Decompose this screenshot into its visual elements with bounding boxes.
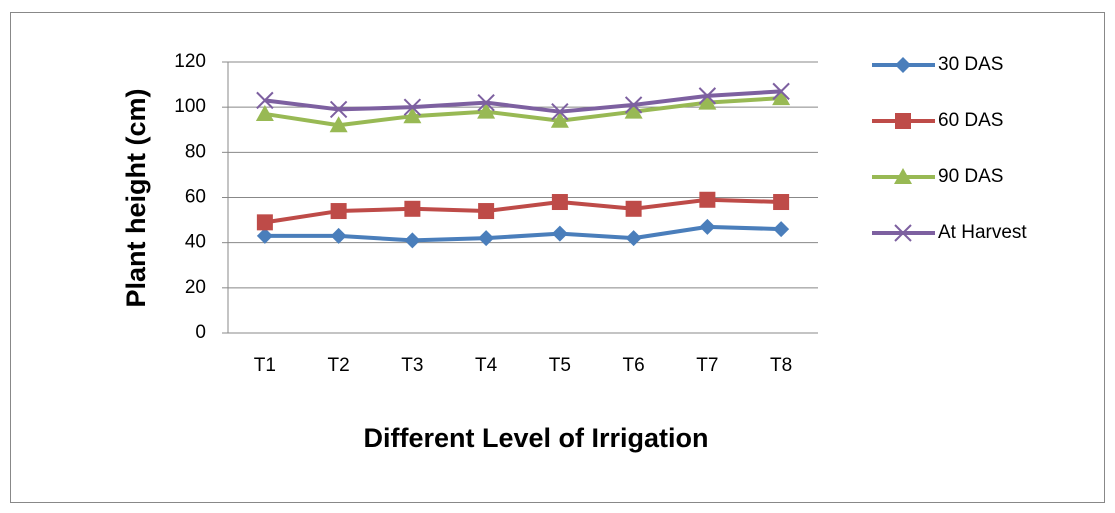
y-tick-label: 120: [174, 51, 206, 72]
data-point: [551, 102, 569, 121]
data-point: [329, 100, 348, 119]
chart-frame: [10, 12, 1105, 503]
data-point: [478, 230, 495, 247]
x-tick-label: T7: [696, 355, 718, 376]
data-point: [477, 102, 496, 119]
data-point: [625, 230, 642, 247]
data-point: [625, 200, 642, 217]
legend-marker: [894, 168, 912, 184]
data-point: [624, 96, 643, 114]
data-point: [772, 89, 791, 106]
series-line: [264, 224, 782, 243]
data-point: [330, 203, 347, 220]
x-axis-title: Different Level of Irrigation: [363, 423, 708, 453]
x-tick-label: T5: [549, 355, 571, 376]
data-point: [256, 227, 273, 244]
legend-marker: [895, 57, 911, 73]
data-point: [255, 104, 274, 121]
legend-label: 30 DAS: [938, 54, 1003, 75]
data-point: [772, 82, 790, 101]
legend-marker: [895, 113, 911, 129]
legend-label: At Harvest: [938, 222, 1027, 243]
legend-label: 60 DAS: [938, 110, 1003, 131]
data-point: [404, 200, 421, 217]
data-point: [773, 194, 790, 211]
data-point: [256, 91, 274, 110]
x-tick-label: T8: [770, 355, 792, 376]
data-point: [698, 87, 717, 105]
y-tick-label: 40: [185, 232, 206, 253]
x-tick-label: T1: [254, 355, 276, 376]
data-point: [330, 227, 347, 244]
series-line: [264, 197, 782, 225]
y-tick-label: 0: [195, 322, 206, 343]
x-tick-label: T4: [475, 355, 498, 376]
data-point: [403, 98, 422, 116]
data-point: [404, 232, 421, 249]
data-point: [551, 225, 568, 242]
series-line: [264, 96, 782, 128]
data-point: [699, 191, 716, 208]
x-tick-label: T3: [401, 355, 423, 376]
y-tick-label: 100: [174, 96, 206, 117]
data-point: [403, 107, 422, 124]
y-tick-label: 20: [185, 277, 206, 298]
data-point: [624, 102, 643, 119]
data-point: [699, 218, 716, 235]
data-point: [550, 111, 569, 128]
data-point: [256, 214, 273, 231]
legend-label: 90 DAS: [938, 166, 1003, 187]
data-point: [478, 203, 495, 220]
x-tick-label: T6: [623, 355, 645, 376]
data-point: [477, 93, 495, 112]
series-line: [264, 89, 782, 114]
y-tick-label: 80: [185, 141, 206, 162]
y-tick-label: 60: [185, 187, 206, 208]
data-point: [773, 221, 790, 238]
data-point: [698, 93, 717, 110]
legend-marker: [894, 224, 912, 242]
x-tick-label: T2: [328, 355, 350, 376]
y-axis-title: Plant height (cm): [121, 88, 151, 307]
data-point: [551, 194, 568, 211]
data-point: [329, 116, 348, 133]
